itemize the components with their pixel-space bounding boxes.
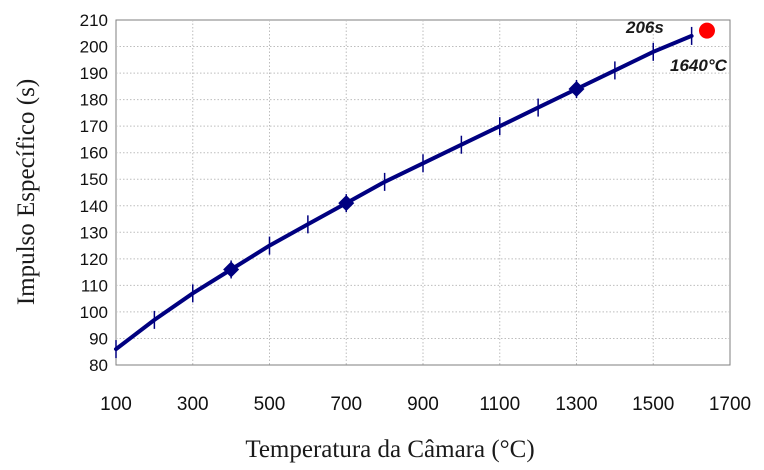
- y-tick-label: 180: [80, 91, 108, 110]
- y-tick-label: 160: [80, 144, 108, 163]
- x-tick-label: 1700: [709, 394, 751, 415]
- y-axis-ticks: 80 90 100 110 120 130 140 150 160 170 180 190 200 210: [80, 11, 108, 375]
- x-tick-label: 500: [254, 394, 286, 415]
- series-line-0: [114, 33, 694, 352]
- x-tick-label: 1100: [479, 394, 520, 415]
- x-tick-label: 1300: [555, 394, 597, 415]
- y-tick-label: 170: [80, 117, 108, 136]
- annotation-temp: 1640°C: [670, 56, 728, 75]
- y-tick-label: 200: [80, 38, 108, 57]
- series-group: [114, 22, 715, 359]
- data-point-diamond: [223, 261, 240, 278]
- x-axis-ticks: 100 300 500 700 900 1100 1300 1500 1700: [100, 394, 751, 415]
- y-tick-label: 80: [89, 356, 108, 375]
- x-tick-label: 900: [407, 394, 439, 415]
- data-point-diamond: [338, 195, 355, 212]
- x-tick-label: 700: [330, 394, 362, 415]
- y-tick-label: 90: [89, 329, 108, 348]
- x-tick-label: 1500: [632, 394, 674, 415]
- x-tick-label: 300: [177, 394, 209, 415]
- highlight-point: [698, 22, 715, 39]
- y-tick-label: 100: [80, 303, 108, 322]
- y-tick-label: 190: [80, 64, 108, 83]
- y-tick-label: 130: [80, 223, 108, 242]
- y-axis-title: Impulso Específico (s): [13, 79, 40, 305]
- y-tick-label: 140: [80, 197, 108, 216]
- y-tick-label: 120: [80, 250, 108, 269]
- x-axis-title: Temperatura da Câmara (°C): [245, 436, 534, 463]
- data-point-diamond: [568, 81, 585, 97]
- y-tick-label: 150: [80, 170, 108, 189]
- grid: [116, 20, 730, 365]
- x-tick-label: 100: [100, 394, 132, 415]
- y-tick-label: 110: [81, 276, 108, 295]
- annotation-value: 206s: [625, 18, 664, 37]
- y-tick-label: 210: [80, 11, 108, 30]
